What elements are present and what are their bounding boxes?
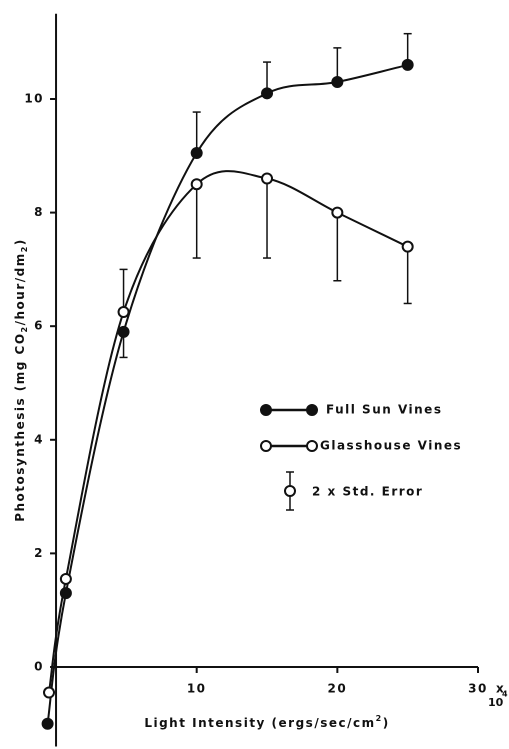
legend-error-marker (284, 485, 296, 497)
point (41, 717, 54, 730)
point (190, 146, 203, 159)
point (401, 240, 414, 253)
y-tick-label: 4 (34, 432, 44, 446)
point (117, 325, 130, 338)
legend-marker (306, 404, 318, 416)
x-tick-label: 10 (187, 681, 207, 695)
y-axis-label-sub: 2 (20, 325, 29, 332)
y-tick-label: 6 (34, 319, 44, 333)
x-axis-label-part: Light Intensity (ergs/sec/cm (144, 716, 375, 730)
x-tick-label: 30 (468, 681, 488, 695)
legend-label: Full Sun Vines (326, 403, 442, 417)
multiplier-base: 10 (488, 696, 504, 709)
legend-marker (260, 440, 272, 452)
point (331, 206, 344, 219)
multiplier-exp: 4 (502, 689, 508, 698)
x-tick-label: 20 (327, 681, 347, 695)
point (117, 305, 130, 318)
point (401, 58, 414, 71)
multiplier-x: x (496, 681, 505, 695)
y-axis-label-sub: 2 (20, 245, 29, 252)
y-tick-label: 2 (34, 546, 44, 560)
y-axis-label-part: ) (13, 238, 27, 245)
x-axis-label-part: ) (383, 716, 390, 730)
point (331, 75, 344, 88)
series-line (48, 170, 409, 693)
y-axis-label-part: /hour/dm (13, 252, 27, 325)
x-axis-label: Light Intensity (ergs/sec/cm2) (144, 714, 389, 730)
y-tick-label: 0 (34, 659, 44, 673)
legend-marker (306, 440, 318, 452)
point (190, 178, 203, 191)
x-axis-label-sub: 2 (376, 714, 383, 723)
y-axis-label: Photosynthesis (mg CO2/hour/dm2) (13, 238, 30, 522)
point (59, 572, 72, 585)
point (261, 87, 274, 100)
point (43, 686, 56, 699)
legend-error-label: 2 x Std. Error (312, 485, 423, 499)
point (261, 172, 274, 185)
y-tick-label: 8 (34, 205, 44, 219)
legend-label: Glasshouse Vines (320, 439, 462, 453)
y-tick-label: 10 (24, 91, 44, 105)
y-axis-label-part: Photosynthesis (mg CO (13, 332, 27, 521)
legend-marker (260, 404, 272, 416)
